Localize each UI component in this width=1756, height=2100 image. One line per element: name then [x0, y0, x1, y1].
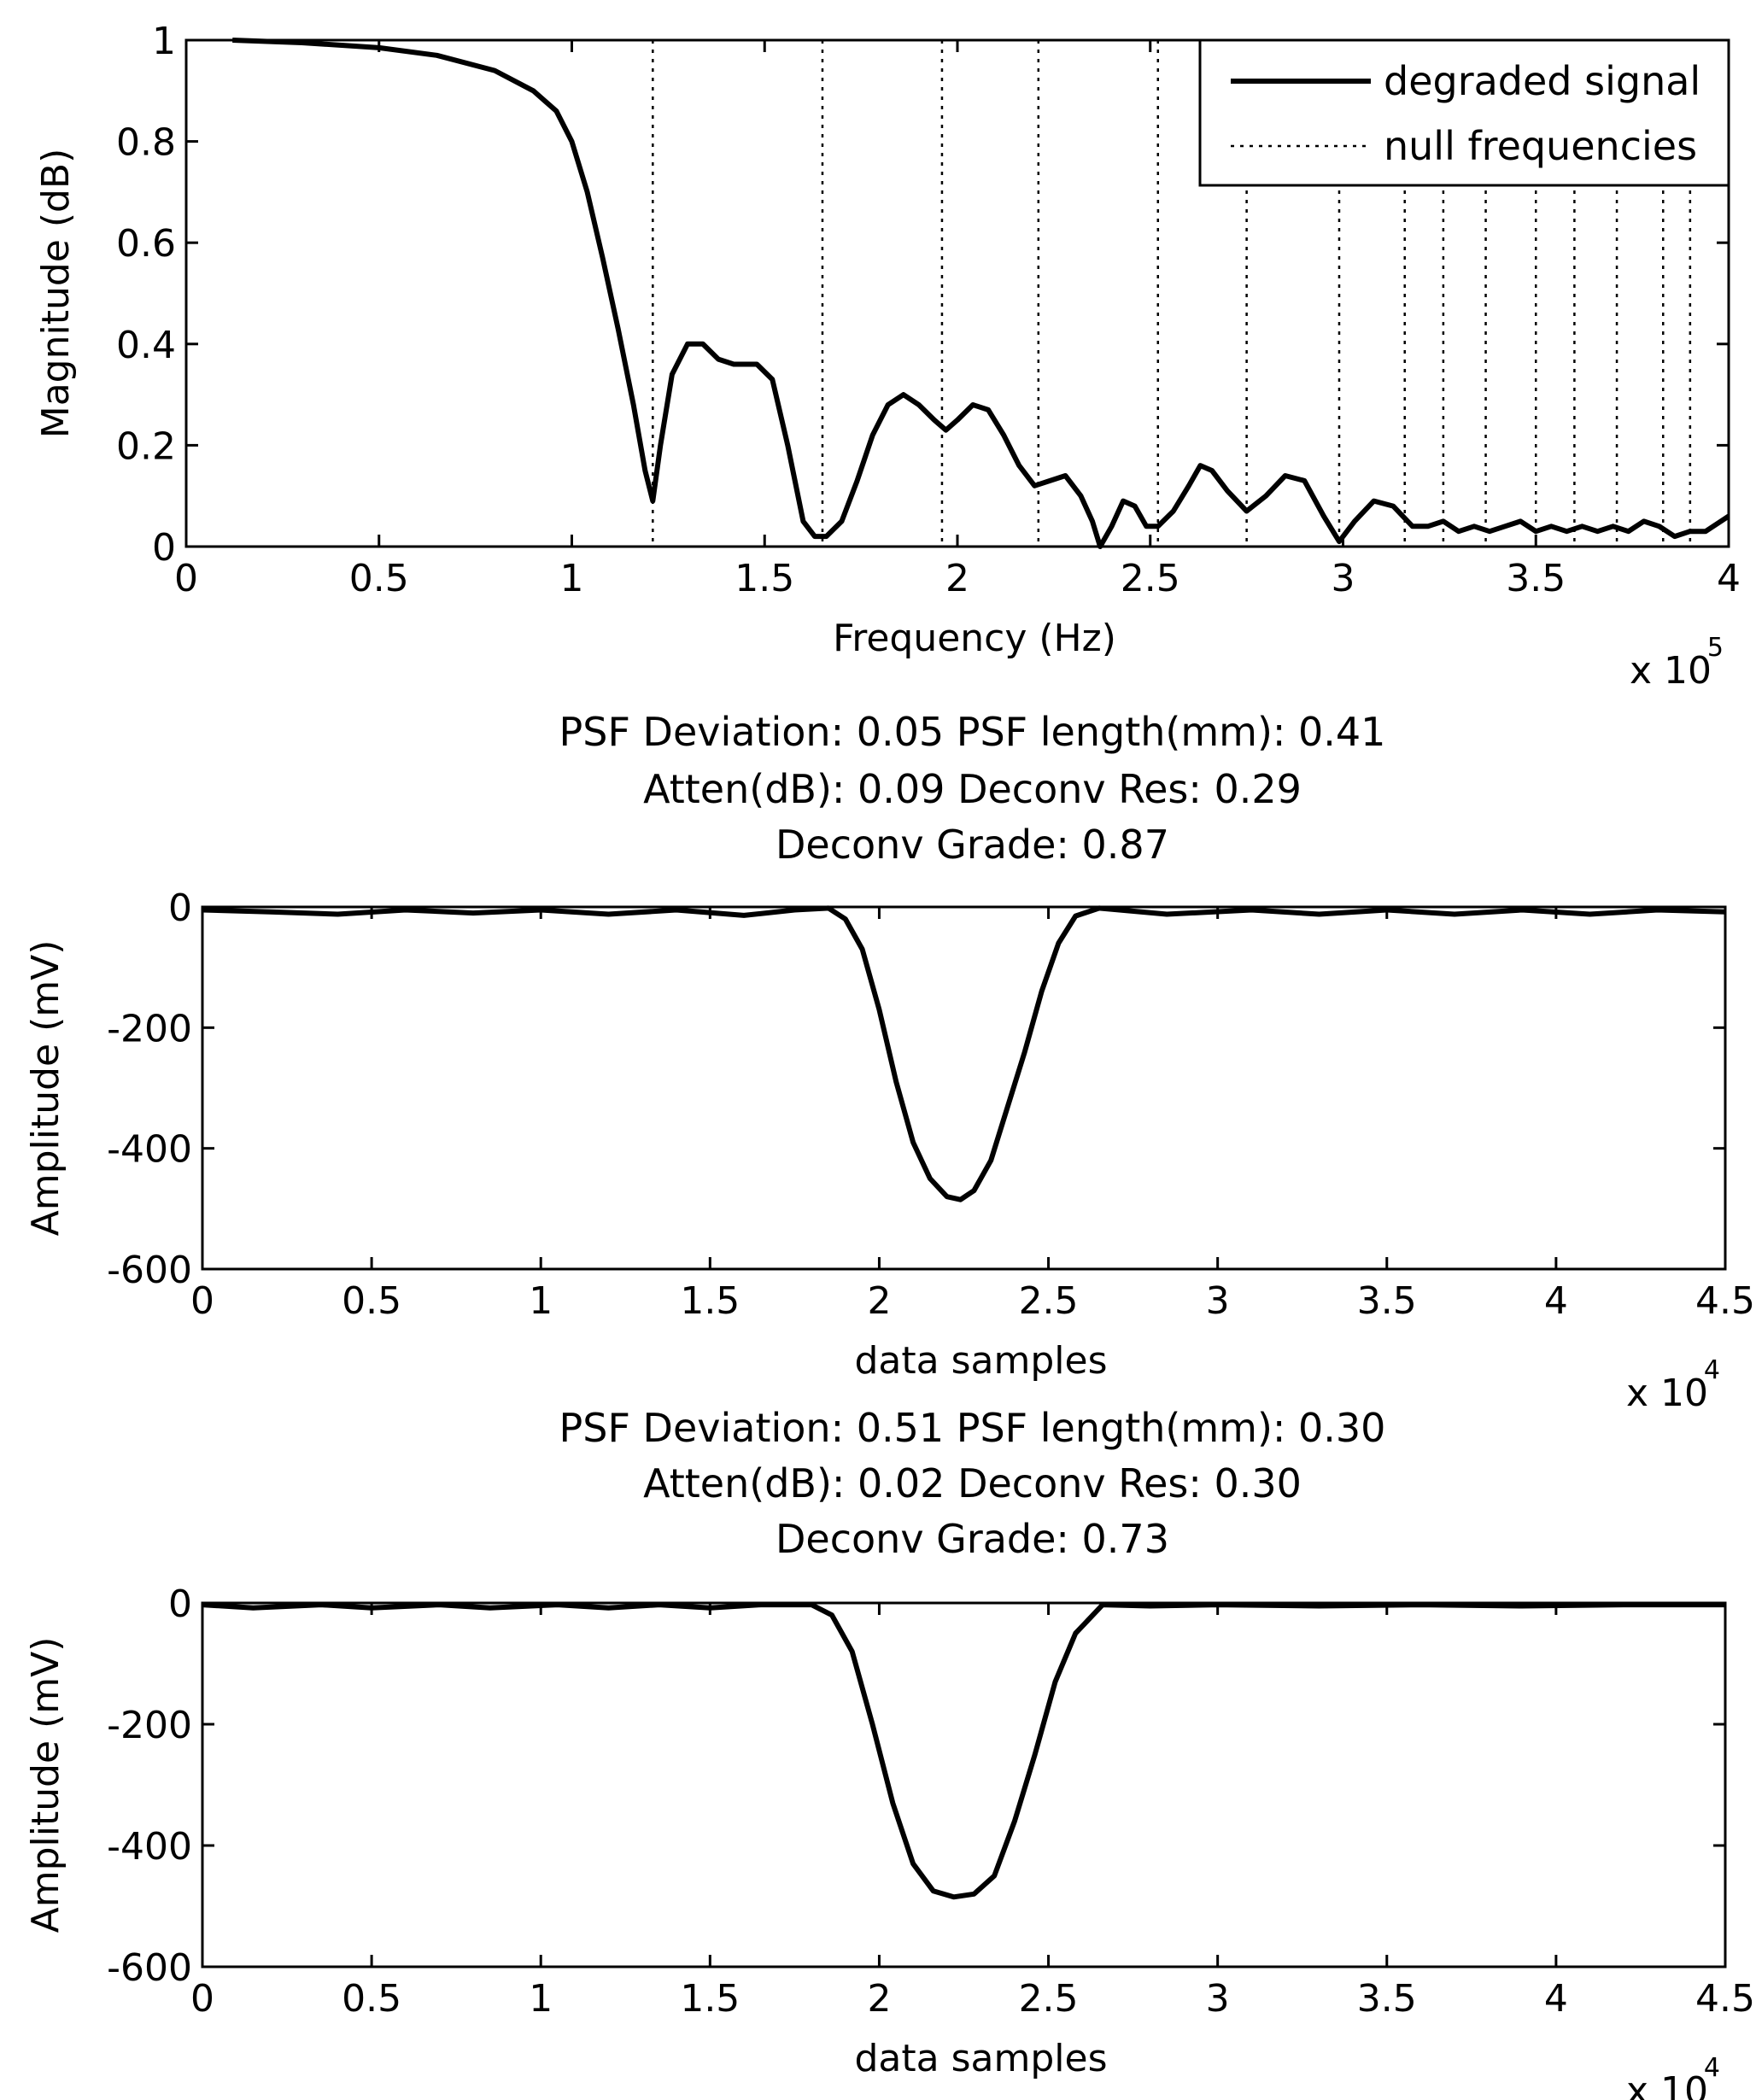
x-tick-label: 0: [174, 557, 198, 600]
y-tick-label: -200: [107, 1007, 192, 1050]
chart-title-line-3: Deconv Grade: 0.73: [776, 1516, 1169, 1562]
x-axis-exponent: 4: [1704, 2053, 1720, 2083]
x-axis-multiplier: x 10: [1630, 649, 1712, 693]
y-tick-label: -200: [107, 1704, 192, 1747]
y-tick-label: -600: [107, 1946, 192, 1990]
x-tick-label: 2: [945, 557, 969, 600]
chart-panel-2: PSF Deviation: 0.05 PSF length(mm): 0.41…: [24, 709, 1755, 1415]
x-axis-multiplier: x 10: [1626, 1372, 1708, 1415]
x-axis-label: Frequency (Hz): [833, 617, 1116, 660]
y-tick-label: 1: [152, 20, 176, 63]
x-tick-label: 2: [867, 1279, 891, 1323]
x-tick-label: 2: [867, 1977, 891, 2021]
axes-box: [201, 1601, 1727, 1968]
chart-title-line-1: PSF Deviation: 0.05 PSF length(mm): 0.41: [559, 709, 1386, 755]
series-line-deconvolved-signal: [202, 1602, 1725, 1900]
y-tick-label: 0.4: [116, 324, 176, 367]
y-tick-label: 0.6: [116, 222, 176, 266]
x-tick-label: 4: [1717, 557, 1741, 600]
y-tick-label: 0: [168, 886, 192, 930]
x-tick-label: 1.5: [680, 1977, 740, 2021]
x-tick-label: 2.5: [1019, 1279, 1079, 1323]
y-tick-label: 0: [152, 526, 176, 570]
legend-entry-degraded-signal: degraded signal: [1384, 58, 1700, 104]
y-axis-label: Amplitude (mV): [24, 1637, 67, 1933]
y-tick-label: 0.2: [116, 424, 176, 468]
x-tick-label: 4.5: [1695, 1977, 1755, 2021]
chart-title-line-2: Atten(dB): 0.02 Deconv Res: 0.30: [643, 1460, 1302, 1506]
x-tick-label: 1: [560, 557, 584, 600]
y-tick-label: 0.8: [116, 121, 176, 165]
chart-title-line-3: Deconv Grade: 0.87: [776, 822, 1169, 868]
x-tick-label: 3: [1206, 1279, 1230, 1323]
x-tick-label: 2.5: [1121, 557, 1180, 600]
x-tick-label: 2.5: [1019, 1977, 1079, 2021]
y-tick-label: 0: [168, 1582, 192, 1626]
x-axis-multiplier: x 10: [1626, 2069, 1708, 2100]
x-axis-label: data samples: [855, 2037, 1108, 2080]
series-line-degraded-signal: [232, 38, 1730, 549]
x-tick-label: 3: [1332, 557, 1355, 600]
chart-title-line-2: Atten(dB): 0.09 Deconv Res: 0.29: [643, 766, 1302, 812]
x-tick-label: 4: [1544, 1279, 1568, 1323]
legend: degraded signal null frequencies: [1198, 38, 1730, 187]
x-tick-label: 1.5: [680, 1279, 740, 1323]
x-tick-label: 0.5: [349, 557, 409, 600]
x-tick-label: 0: [190, 1279, 214, 1323]
x-tick-label: 4: [1544, 1977, 1568, 2021]
y-axis-label: Amplitude (mV): [24, 940, 67, 1237]
x-tick-label: 0.5: [342, 1977, 401, 2021]
axes-box: [201, 905, 1727, 1271]
x-tick-label: 3: [1206, 1977, 1230, 2021]
x-tick-label: 0: [190, 1977, 214, 2021]
x-tick-label: 1: [529, 1279, 553, 1323]
chart-panel-3: PSF Deviation: 0.51 PSF length(mm): 0.30…: [24, 1405, 1755, 2100]
legend-box: [1198, 38, 1730, 187]
y-tick-label: -400: [107, 1825, 192, 1869]
y-axis-label: Magnitude (dB): [34, 149, 78, 439]
y-tick-label: -600: [107, 1249, 192, 1292]
x-tick-label: 3.5: [1506, 557, 1566, 600]
series-line-deconvolved-signal: [202, 905, 1726, 1202]
x-tick-label: 3.5: [1357, 1977, 1417, 2021]
x-tick-label: 1.5: [735, 557, 794, 600]
x-axis-label: data samples: [855, 1339, 1108, 1383]
legend-entry-null-frequencies: null frequencies: [1384, 123, 1697, 169]
y-tick-label: -400: [107, 1128, 192, 1172]
chart-panel-1: 0 0.5 1 1.5 2 2.5 3 3.5 4 0 0.2 0.4 0.6 0.8 1 Frequency…: [34, 20, 1741, 693]
x-tick-label: 4.5: [1695, 1279, 1755, 1323]
x-axis-exponent: 4: [1704, 1355, 1720, 1385]
x-tick-label: 1: [529, 1977, 553, 2021]
chart-title-line-1: PSF Deviation: 0.51 PSF length(mm): 0.30: [559, 1405, 1386, 1451]
x-tick-label: 0.5: [342, 1279, 401, 1323]
x-tick-label: 3.5: [1357, 1279, 1417, 1323]
x-axis-exponent: 5: [1707, 633, 1724, 663]
